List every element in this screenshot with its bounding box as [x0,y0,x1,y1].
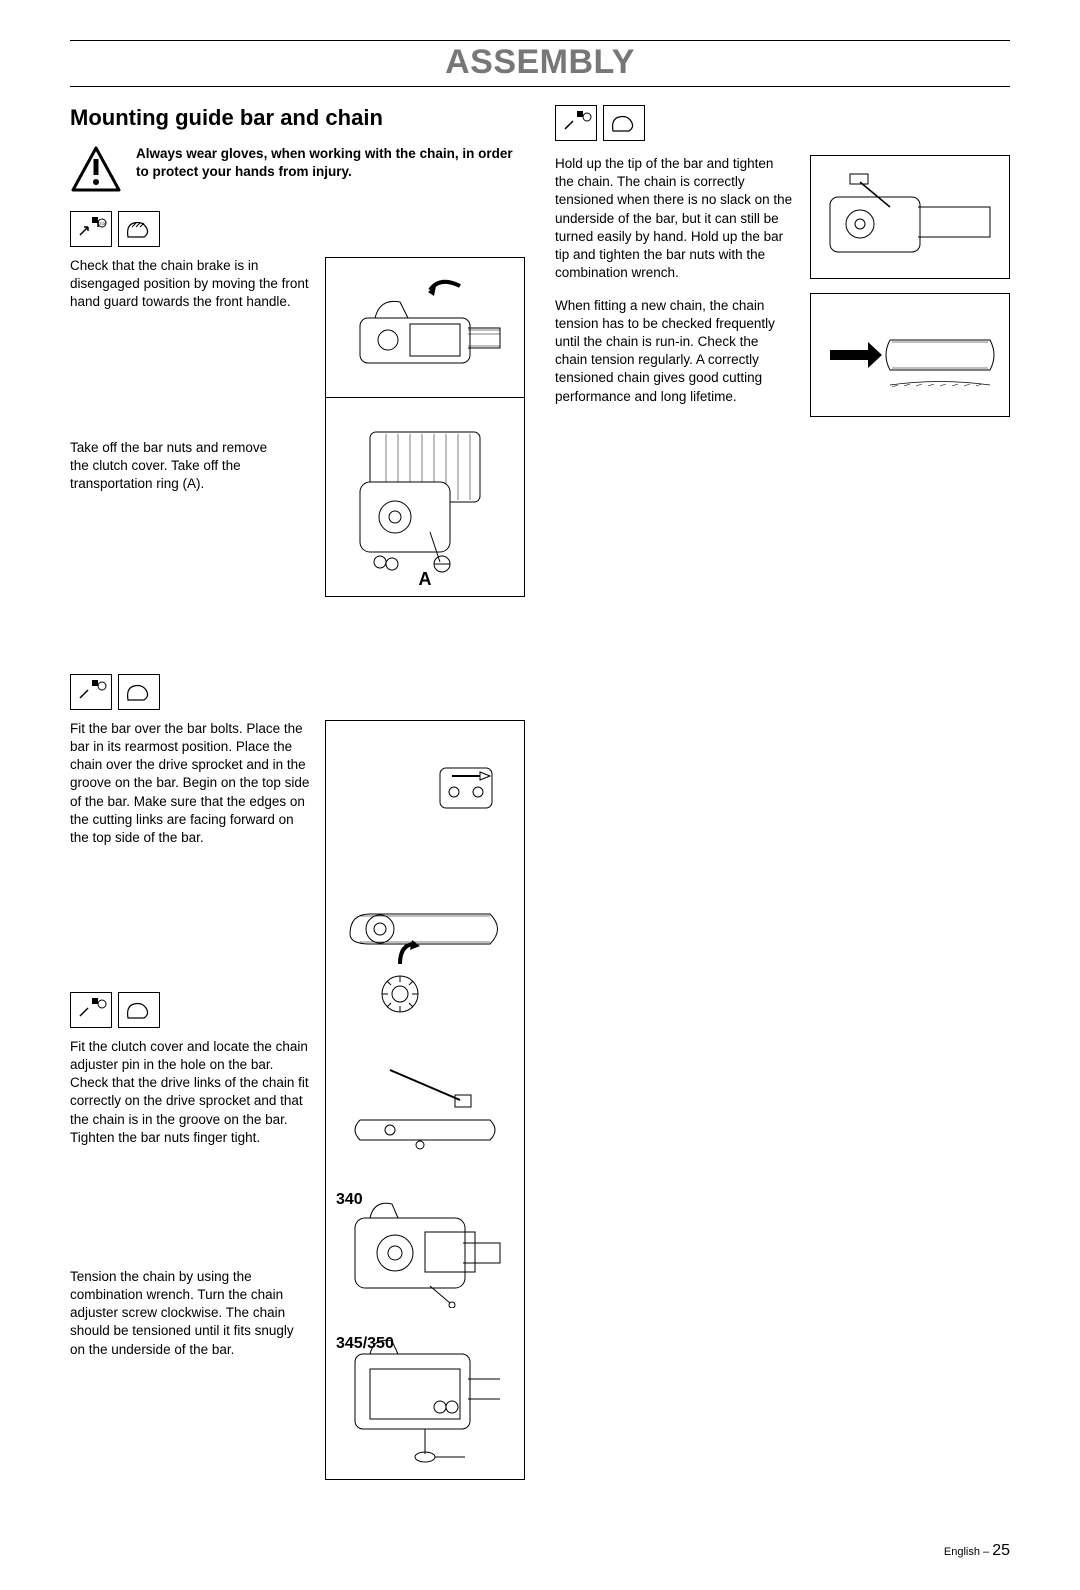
top-rule [70,40,1010,41]
gloves-icon [118,211,160,247]
step-3-5-block: Fit the bar over the bar bolts. Place th… [70,720,525,1480]
icon-pair-2 [70,674,525,710]
icon-pair-right [555,105,1010,141]
warning-icon [70,145,122,193]
sub-fig-340: 340 [336,1185,514,1310]
footer-page-number: 25 [992,1542,1010,1559]
warning-text: Always wear gloves, when working with th… [136,145,525,181]
stop-icon-2 [70,674,112,710]
right-content-row: Hold up the tip of the bar and tighten t… [555,155,1010,420]
footer: English – 25 [70,1542,1010,1560]
step-4-text: Fit the clutch cover and locate the chai… [70,1038,311,1250]
label-a: A [419,569,432,590]
figure-chain-tension [810,293,1010,417]
step-2-text: Take off the bar nuts and remove the clu… [70,439,275,494]
gloves-icon-3 [118,992,160,1028]
left-column: Mounting guide bar and chain Always wear… [70,105,525,1502]
step-1-text: Check that the chain brake is in disenga… [70,257,311,312]
stop-icon-3 [70,992,112,1028]
sub-fig-chain-direction [336,731,514,856]
gloves-icon-2 [118,674,160,710]
stop-icon: STOP [70,211,112,247]
footer-lang: English – [944,1546,992,1558]
step-5-text: Tension the chain by using the combinati… [70,1268,311,1480]
svg-text:STOP: STOP [97,222,107,226]
label-340: 340 [336,1191,363,1209]
warning-block: Always wear gloves, when working with th… [70,145,525,193]
right-para-1: Hold up the tip of the bar and tighten t… [555,155,794,283]
right-column: Hold up the tip of the bar and tighten t… [555,105,1010,1502]
figure-tighten-nuts [810,155,1010,279]
sub-fig-345-350: 345/350 [336,1329,514,1469]
page-title: ASSEMBLY [445,43,635,84]
label-345-350: 345/350 [336,1335,394,1353]
title-underline [70,86,1010,87]
figure-assembly-sequence: 340 345/350 [325,720,525,1480]
sub-fig-fit-bar [336,874,514,1024]
figure-remove-cover: A [325,397,525,597]
step-1: Check that the chain brake is in disenga… [70,257,525,597]
sub-fig-tighten [336,1042,514,1167]
step-3-text: Fit the bar over the bar bolts. Place th… [70,720,311,932]
icon-pair-3 [70,992,311,1028]
section-heading: Mounting guide bar and chain [70,105,525,131]
icon-pair-1: STOP [70,211,525,247]
stop-icon-r [555,105,597,141]
step-2-text-row: Take off the bar nuts and remove the clu… [70,439,275,494]
figure-chainsaw-brake [325,257,525,397]
gloves-icon-r [603,105,645,141]
right-para-2: When fitting a new chain, the chain tens… [555,297,794,406]
